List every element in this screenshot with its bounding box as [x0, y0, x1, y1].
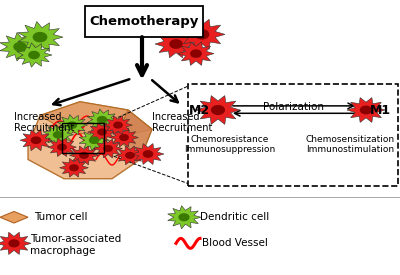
Polygon shape — [17, 43, 52, 67]
Polygon shape — [132, 144, 164, 164]
Text: Dendritic cell: Dendritic cell — [200, 212, 269, 222]
Polygon shape — [116, 146, 144, 165]
Polygon shape — [28, 102, 152, 179]
Circle shape — [212, 106, 224, 114]
Text: Chemotherapy: Chemotherapy — [89, 15, 199, 28]
Circle shape — [80, 153, 88, 158]
Polygon shape — [347, 98, 385, 122]
FancyBboxPatch shape — [85, 6, 203, 37]
Polygon shape — [57, 114, 88, 136]
Text: Blood Vessel: Blood Vessel — [202, 238, 268, 248]
Polygon shape — [168, 206, 201, 229]
Polygon shape — [110, 128, 138, 147]
Text: Increased
Recruitment: Increased Recruitment — [152, 112, 212, 133]
Circle shape — [195, 30, 209, 39]
Circle shape — [31, 137, 41, 144]
Polygon shape — [0, 232, 31, 254]
Polygon shape — [179, 19, 225, 50]
Polygon shape — [20, 130, 52, 151]
Circle shape — [90, 137, 98, 143]
Circle shape — [191, 50, 201, 57]
Text: Increased
Recruitment: Increased Recruitment — [14, 112, 74, 133]
Polygon shape — [116, 110, 152, 160]
Polygon shape — [48, 138, 76, 156]
Polygon shape — [0, 32, 41, 61]
Polygon shape — [196, 96, 240, 124]
Circle shape — [104, 146, 112, 151]
Text: M1: M1 — [370, 103, 390, 117]
Text: Tumor cell: Tumor cell — [34, 212, 88, 222]
Circle shape — [120, 135, 128, 140]
Circle shape — [29, 51, 39, 59]
Polygon shape — [43, 124, 74, 145]
Circle shape — [126, 153, 134, 158]
Polygon shape — [79, 130, 110, 151]
Polygon shape — [104, 116, 132, 134]
Circle shape — [70, 165, 78, 170]
Circle shape — [143, 151, 153, 157]
Polygon shape — [94, 139, 122, 158]
Text: M2: M2 — [189, 103, 210, 117]
Circle shape — [360, 106, 372, 114]
Text: Tumor-associated
macrophage: Tumor-associated macrophage — [30, 234, 121, 255]
Polygon shape — [40, 102, 152, 138]
Circle shape — [179, 214, 189, 221]
Text: Chemosensitization
Immunostimulation: Chemosensitization Immunostimulation — [306, 135, 394, 154]
FancyBboxPatch shape — [188, 84, 398, 186]
Polygon shape — [60, 158, 88, 177]
Circle shape — [114, 122, 122, 128]
Circle shape — [33, 32, 47, 42]
Polygon shape — [70, 146, 98, 165]
Circle shape — [98, 129, 106, 135]
Polygon shape — [178, 42, 214, 65]
Circle shape — [58, 144, 66, 150]
Polygon shape — [88, 123, 116, 141]
Polygon shape — [18, 21, 63, 53]
Circle shape — [170, 40, 182, 48]
Polygon shape — [0, 211, 28, 223]
Circle shape — [98, 117, 106, 123]
Text: Chemoresistance
Immunosuppression: Chemoresistance Immunosuppression — [184, 135, 276, 154]
Polygon shape — [87, 109, 118, 130]
Circle shape — [54, 132, 62, 138]
Circle shape — [14, 43, 26, 51]
Circle shape — [68, 122, 76, 128]
Polygon shape — [155, 30, 197, 58]
Circle shape — [9, 240, 19, 247]
Text: Polarization: Polarization — [264, 102, 324, 112]
